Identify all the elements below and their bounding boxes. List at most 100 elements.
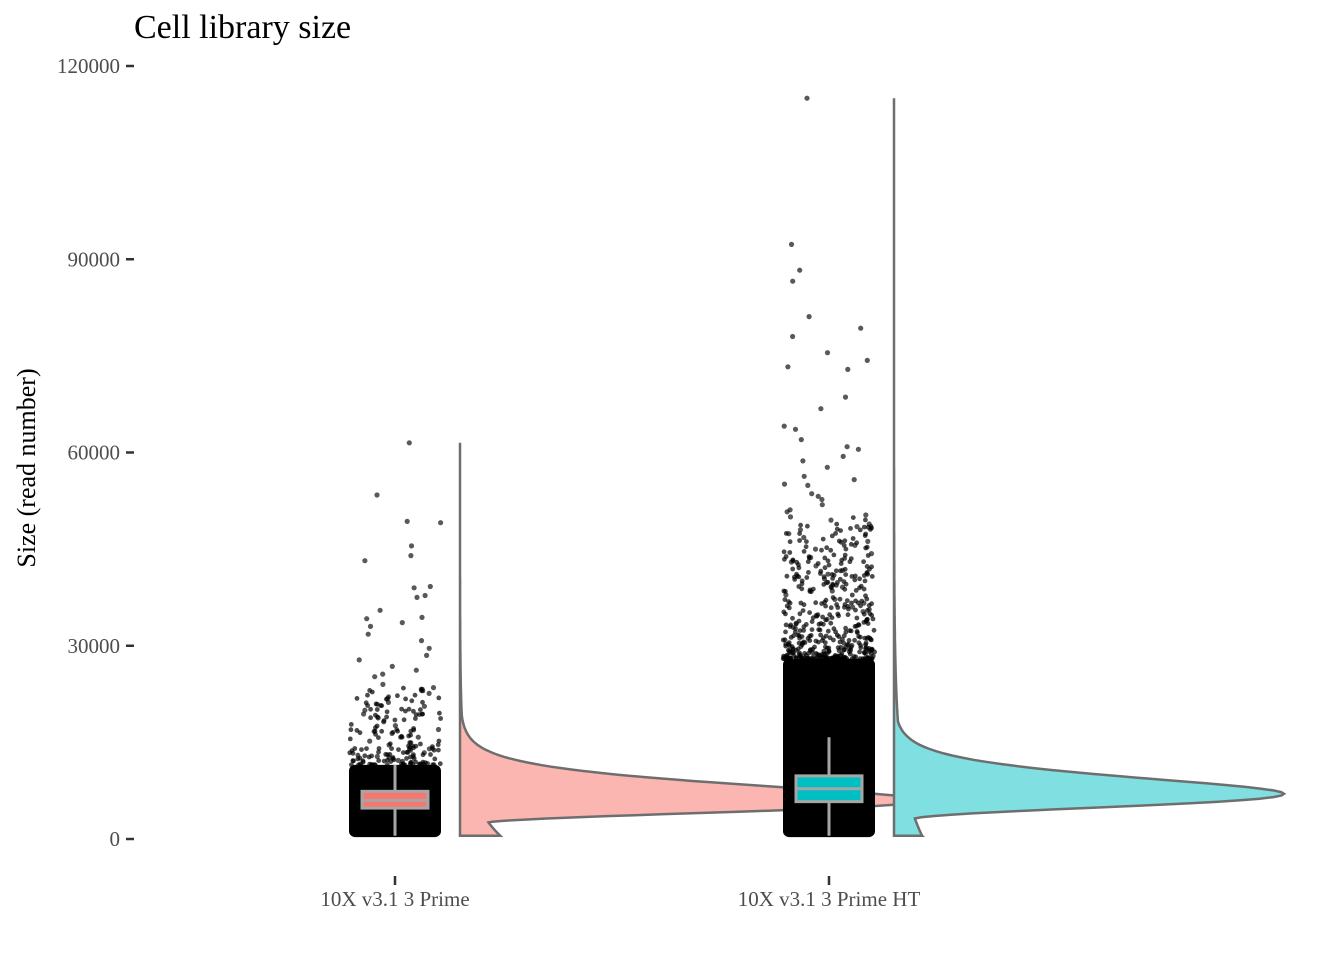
data-point — [426, 645, 432, 651]
data-point — [782, 597, 788, 602]
data-point — [820, 536, 826, 542]
data-point — [848, 541, 854, 547]
data-point — [396, 747, 401, 752]
data-point — [418, 638, 425, 644]
data-point — [843, 546, 849, 552]
data-point — [781, 423, 787, 429]
data-point — [835, 611, 841, 617]
data-point — [790, 558, 796, 564]
data-point — [833, 568, 839, 574]
data-point — [813, 600, 819, 606]
data-point — [384, 709, 390, 715]
data-point — [430, 746, 435, 751]
data-point — [387, 752, 393, 757]
chart-title: Cell library size — [134, 9, 351, 46]
data-point — [395, 757, 401, 764]
data-point — [864, 544, 870, 550]
data-point — [404, 756, 409, 761]
data-point — [864, 357, 870, 363]
data-point — [824, 350, 831, 356]
data-point — [818, 406, 824, 412]
data-point — [395, 693, 400, 699]
data-point — [854, 524, 860, 530]
data-point — [861, 611, 867, 617]
data-point — [863, 640, 869, 646]
data-point — [841, 640, 847, 646]
data-point — [788, 650, 793, 656]
data-point — [828, 517, 834, 523]
data-point — [838, 568, 843, 574]
data-point — [368, 706, 373, 712]
data-point — [845, 612, 851, 618]
data-point — [425, 761, 430, 766]
data-point — [861, 559, 866, 565]
data-point — [432, 756, 438, 762]
data-point — [783, 554, 789, 559]
data-point — [786, 605, 792, 611]
data-point — [840, 453, 846, 459]
data-point — [853, 588, 859, 593]
data-point — [826, 562, 832, 568]
data-point — [349, 748, 355, 753]
data-point — [390, 730, 396, 735]
data-point — [349, 762, 354, 768]
data-point — [789, 644, 795, 649]
data-point — [387, 741, 393, 747]
data-point — [408, 732, 413, 738]
data-point — [855, 630, 860, 635]
data-point — [838, 539, 844, 545]
data-point — [363, 700, 369, 706]
data-point — [408, 760, 413, 766]
data-point — [863, 512, 869, 518]
data-point — [437, 761, 443, 767]
data-point — [804, 575, 810, 580]
data-point — [806, 555, 812, 561]
data-point — [360, 758, 366, 764]
data-point — [869, 574, 875, 579]
data-point — [818, 571, 823, 576]
data-point — [787, 550, 793, 555]
data-point — [865, 553, 871, 558]
data-point — [820, 614, 825, 620]
data-point — [857, 527, 863, 533]
data-point — [825, 558, 831, 564]
data-point — [847, 628, 852, 633]
data-point — [843, 625, 848, 631]
data-point — [376, 735, 381, 740]
data-point — [785, 641, 791, 647]
data-point — [361, 711, 367, 717]
data-point — [824, 545, 830, 551]
data-point — [392, 717, 398, 723]
data-point — [411, 708, 416, 714]
data-point — [364, 616, 370, 622]
data-point — [364, 746, 369, 751]
x-axis: 10X v3.1 3 Prime 10X v3.1 3 Prime HT — [320, 876, 920, 911]
data-point — [376, 758, 382, 763]
data-point — [825, 628, 831, 634]
data-point — [781, 481, 788, 487]
data-point — [867, 635, 873, 641]
data-point — [837, 576, 843, 582]
data-point — [781, 609, 787, 615]
data-point — [430, 685, 437, 691]
data-point — [807, 610, 812, 615]
data-point — [846, 649, 852, 655]
data-point — [855, 446, 862, 452]
data-point — [795, 632, 801, 638]
data-point — [807, 638, 813, 643]
data-point — [384, 762, 390, 768]
data-point — [400, 750, 406, 755]
data-point — [368, 715, 373, 721]
plot-area — [347, 95, 1287, 838]
data-point — [438, 716, 443, 721]
data-point — [418, 741, 423, 747]
data-point — [384, 696, 389, 702]
data-point — [783, 531, 789, 536]
data-point — [834, 521, 840, 527]
data-point — [843, 572, 849, 577]
data-point — [417, 712, 422, 717]
data-point — [801, 549, 807, 554]
data-point — [828, 605, 834, 611]
data-point — [825, 579, 831, 585]
data-point — [831, 572, 837, 578]
